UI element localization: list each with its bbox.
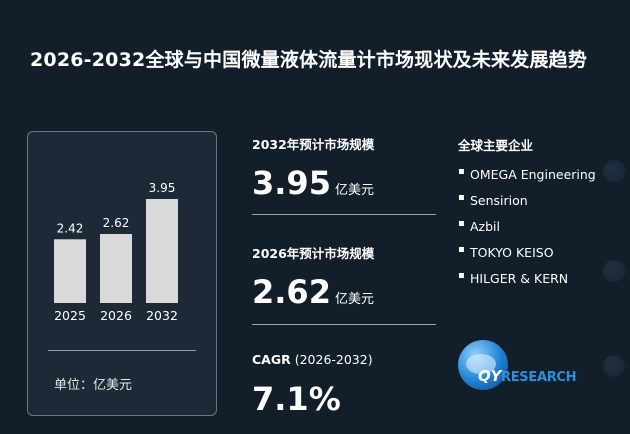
stat-number-2026: 2.62 [252,273,331,311]
x-tick-label-2032: 2032 [146,308,178,323]
watermark-dot [603,355,625,377]
page-title: 2026-2032全球与中国微量液体流量计市场现状及未来发展趋势 [30,49,588,71]
bar-2032 [146,199,178,303]
cagr-label: CAGR (2026-2032) [252,352,373,367]
company-name: Sensirion [470,193,528,208]
watermark-dot [603,160,625,182]
bullet-icon: ▪ [458,244,465,255]
watermark-dot [603,260,625,282]
stat-divider [252,214,436,215]
bullet-icon: ▪ [458,218,465,229]
bullet-icon: ▪ [458,270,465,281]
stat-value-2032: 3.95 亿美元 [252,164,374,202]
stat-label-2032: 2032年预计市场规模 [252,137,375,152]
list-item: ▪ OMEGA Engineering [458,165,608,184]
list-item: ▪ Azbil [458,217,608,236]
company-name: Azbil [470,219,500,234]
globe-icon [458,340,508,390]
company-name: OMEGA Engineering [470,167,596,182]
stat-label-2026: 2026年预计市场规模 [252,246,375,261]
bullet-icon: ▪ [458,192,465,203]
x-tick-label-2026: 2026 [100,308,132,323]
company-name: TOKYO KEISO [470,245,554,260]
logo-text: QYRESEARCH [478,367,577,385]
x-tick-label-2025: 2025 [54,308,86,323]
bar-chart: 2.42 2025 2.62 2026 3.95 2032 [54,181,178,323]
chart-card: 2.42 2025 2.62 2026 3.95 2032 单位：亿美元 [27,131,217,416]
chart-divider [48,350,196,351]
stat-value-2026: 2.62 亿美元 [252,273,374,311]
data-label-2025: 2.42 [57,221,84,235]
stat-unit-2026: 亿美元 [334,292,374,307]
stat-unit-2032: 亿美元 [334,183,374,198]
qyresearch-logo: QYRESEARCH [458,340,608,392]
unit-label: 单位：亿美元 [54,378,133,393]
cagr-value: 7.1% [252,380,341,418]
logo-brand: QY [478,367,502,385]
stat-number-2032: 3.95 [252,164,331,202]
data-label-2026: 2.62 [103,216,130,230]
bar-2025 [54,239,86,303]
cagr-text: CAGR [252,352,291,367]
company-name: HILGER & KERN [470,271,569,286]
stat-divider [252,324,436,325]
cagr-period: (2026-2032) [290,352,373,367]
companies-title: 全球主要企业 [458,138,534,153]
bullet-icon: ▪ [458,166,465,177]
list-item: ▪ HILGER & KERN [458,269,608,288]
companies-list: ▪ OMEGA Engineering ▪ Sensirion ▪ Azbil ▪ TO… [458,165,608,295]
logo-tagline: RESEARCH [501,370,577,385]
list-item: ▪ TOKYO KEISO [458,243,608,262]
bar-2026 [100,234,132,303]
list-item: ▪ Sensirion [458,191,608,210]
data-label-2032: 3.95 [149,181,176,195]
